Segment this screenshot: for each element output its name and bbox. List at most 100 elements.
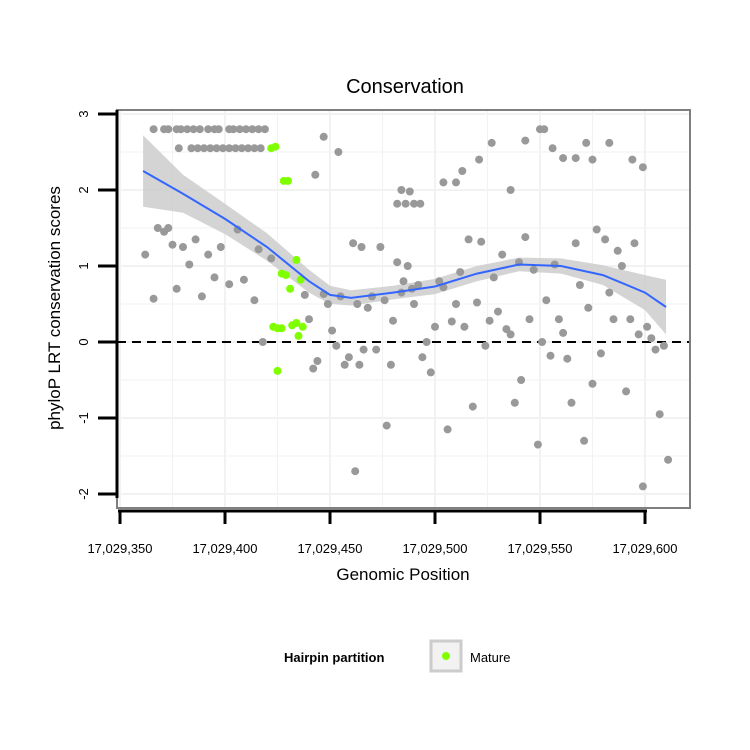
data-point — [622, 387, 631, 396]
data-point — [410, 300, 418, 308]
data-point — [533, 440, 542, 449]
data-point — [179, 243, 187, 251]
data-point — [300, 290, 309, 299]
smooth-line-layer — [142, 170, 667, 308]
data-point — [546, 351, 555, 360]
data-point — [410, 199, 418, 208]
data-point — [250, 296, 259, 305]
data-point — [168, 240, 177, 249]
data-point — [260, 125, 269, 134]
data-point — [210, 273, 219, 282]
data-point — [389, 316, 397, 325]
points-layer — [141, 125, 673, 491]
data-point — [382, 421, 391, 430]
data-point — [647, 334, 656, 343]
mature-data-point — [292, 319, 301, 327]
data-point — [439, 178, 448, 187]
y-tick-label: 0 — [76, 338, 91, 345]
mature-data-point — [281, 271, 290, 280]
data-point — [416, 199, 425, 208]
data-point — [250, 144, 259, 153]
data-point — [567, 398, 576, 407]
mature-data-point — [298, 322, 307, 331]
data-point — [164, 224, 173, 232]
data-point — [426, 368, 435, 377]
legend-marker-mature — [442, 652, 450, 660]
data-point — [191, 235, 200, 244]
mature-data-point — [296, 275, 305, 284]
legend-title: Hairpin partition — [284, 650, 384, 665]
data-point — [380, 296, 389, 305]
data-point — [393, 258, 402, 267]
data-point — [239, 275, 248, 284]
data-point — [605, 288, 614, 297]
data-point — [447, 317, 456, 326]
data-point — [422, 338, 431, 346]
data-point — [349, 239, 358, 248]
data-point — [313, 357, 322, 365]
data-point — [193, 144, 202, 153]
data-point — [319, 132, 328, 141]
data-point — [659, 341, 668, 350]
data-point — [559, 328, 568, 337]
data-point — [149, 125, 158, 134]
data-point — [189, 125, 198, 134]
data-point — [267, 254, 276, 263]
data-point — [403, 262, 412, 270]
data-point — [550, 260, 559, 269]
data-point — [582, 138, 591, 147]
mature-data-point — [292, 255, 301, 264]
data-point — [195, 125, 204, 134]
gridlines — [117, 110, 690, 508]
data-point — [242, 125, 250, 134]
data-point — [571, 154, 580, 163]
data-point — [521, 136, 530, 145]
x-tick-label: 17,029,550 — [507, 541, 572, 556]
y-tick-label: 1 — [76, 262, 91, 269]
data-point — [489, 273, 498, 282]
axes: -2 -1 0 1 2 3 17,029,350 17,029,400 17,029,450 17… — [76, 110, 678, 556]
data-point — [626, 315, 635, 324]
data-point — [571, 239, 580, 248]
data-point — [588, 379, 597, 388]
data-point — [351, 467, 360, 476]
data-point — [506, 330, 515, 339]
data-point — [141, 250, 150, 259]
mature-data-point — [286, 284, 295, 293]
data-point — [153, 224, 162, 232]
x-axis-label: Genomic Position — [336, 565, 469, 584]
x-tick-label: 17,029,600 — [612, 541, 677, 556]
data-point — [386, 360, 395, 369]
mature-data-point — [271, 142, 280, 151]
data-point — [229, 125, 238, 134]
data-point — [172, 284, 181, 293]
data-point — [521, 233, 530, 242]
data-point — [244, 144, 253, 153]
smooth-fit-line — [142, 170, 667, 308]
data-point — [605, 138, 614, 147]
data-point — [473, 298, 481, 307]
data-point — [542, 296, 551, 305]
data-point — [206, 144, 215, 153]
x-tick-label: 17,029,500 — [402, 541, 467, 556]
plot-panel — [117, 110, 690, 508]
data-point — [399, 277, 408, 286]
data-point — [580, 436, 589, 445]
data-point — [517, 376, 526, 384]
data-point — [225, 144, 234, 153]
x-tick-label: 17,029,450 — [297, 541, 362, 556]
data-point — [204, 250, 213, 259]
mature-data-point — [273, 366, 282, 375]
data-point — [164, 125, 173, 134]
data-point — [340, 360, 349, 369]
data-point — [212, 144, 221, 153]
data-point — [204, 125, 213, 134]
x-tick-label: 17,029,400 — [192, 541, 257, 556]
data-point — [353, 300, 362, 308]
data-point — [559, 154, 568, 163]
data-point — [405, 187, 414, 196]
data-point — [452, 178, 460, 187]
data-point — [456, 268, 465, 277]
data-point — [397, 186, 406, 194]
